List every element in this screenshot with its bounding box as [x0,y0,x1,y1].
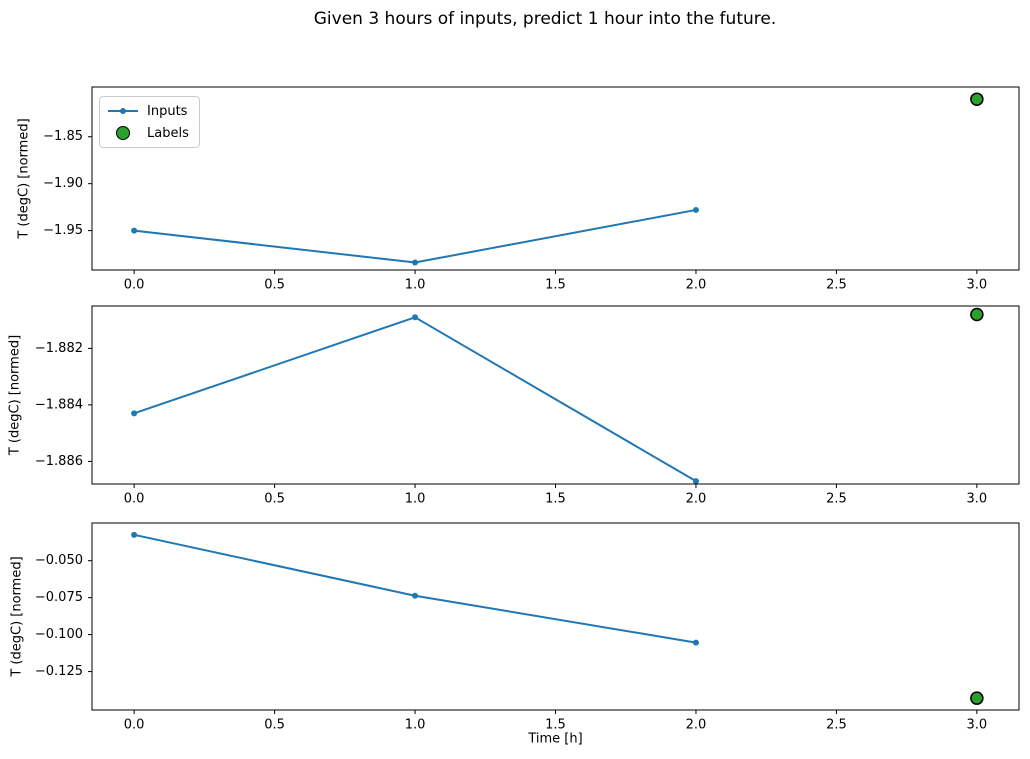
x-tick-label: 0.5 [264,278,285,293]
inputs-line [133,533,697,644]
x-axis-label: Time [h] [527,732,582,747]
x-tick-label: 0.0 [124,492,145,507]
x-tick-label: 3.0 [967,492,988,507]
axes-border [91,305,1020,485]
y-tick-label: −1.85 [43,129,83,144]
x-tick-label: 0.5 [264,718,285,733]
x-tick-label: 2.0 [686,492,707,507]
y-axis-label: T (degC) [normed] [8,335,23,456]
x-tick-label: 1.5 [545,278,566,293]
legend-item-labels: Labels [108,124,189,142]
axes-border [91,86,1020,271]
labels-marker [970,691,984,705]
labels-marker [970,307,984,322]
y-tick-label: −1.95 [43,223,83,238]
x-tick-label: 2.5 [826,492,847,507]
y-tick-label: −1.90 [43,176,83,191]
y-axis-label: T (degC) [normed] [10,556,25,677]
legend-dot-sample [120,108,126,114]
inputs-marker [412,259,419,266]
x-tick-label: 2.5 [826,278,847,293]
line-dot-marker-icon [108,104,138,118]
y-tick-label: −1.884 [35,397,83,412]
x-tick-label: 2.0 [686,278,707,293]
y-tick-label: −1.882 [35,341,83,356]
inputs-marker [692,478,699,485]
y-axis-label: T (degC) [normed] [17,118,32,239]
green-circle-marker-icon [108,126,138,140]
inputs-marker [412,314,419,321]
legend-circle-sample [116,126,130,140]
x-tick-label: 0.0 [124,278,145,293]
y-tick-label: −1.886 [35,454,83,469]
inputs-line [133,316,697,483]
labels-marker [970,92,984,106]
inputs-marker [412,592,419,599]
x-tick-label: 1.5 [545,492,566,507]
x-tick-label: 1.0 [405,492,426,507]
inputs-line [133,208,697,264]
y-tick-label: −0.075 [35,590,83,605]
inputs-marker [131,227,138,234]
y-tick-label: −0.125 [35,664,83,679]
x-tick-label: 2.5 [826,718,847,733]
y-tick-label: −0.100 [35,627,83,642]
inputs-marker [692,206,699,213]
legend-box: Inputs Labels [99,96,200,148]
figure-title: Given 3 hours of inputs, predict 1 hour … [313,9,777,29]
x-tick-label: 0.0 [124,718,145,733]
y-tick-label: −0.050 [35,553,83,568]
axes-border [91,522,1020,711]
x-tick-label: 3.0 [967,278,988,293]
inputs-marker [692,639,699,646]
x-tick-label: 0.5 [264,492,285,507]
inputs-marker [131,531,138,538]
inputs-marker [131,410,138,417]
x-tick-label: 1.0 [405,278,426,293]
x-tick-label: 2.0 [686,718,707,733]
legend-item-inputs: Inputs [108,102,189,120]
x-tick-label: 1.0 [405,718,426,733]
x-tick-label: 3.0 [967,718,988,733]
legend-label-labels: Labels [147,125,189,141]
x-tick-label: 1.5 [545,718,566,733]
legend-label-inputs: Inputs [147,103,188,119]
